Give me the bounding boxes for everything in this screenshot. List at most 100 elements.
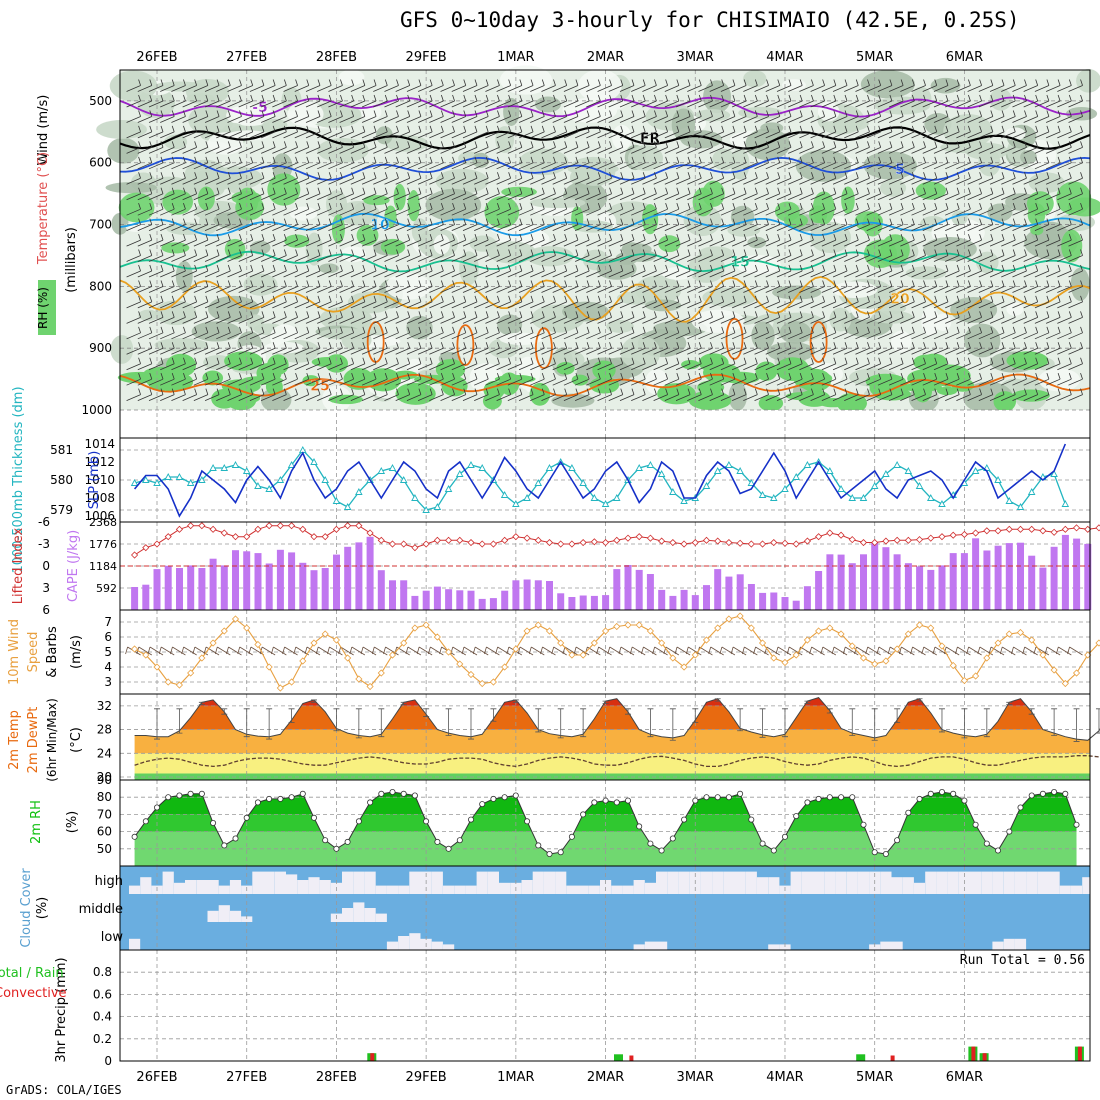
- wind-barb: [608, 110, 624, 123]
- cloud-clear-cell: [443, 885, 455, 894]
- cape-bar: [333, 554, 340, 610]
- wind-barb: [743, 295, 758, 309]
- wind-barb: [720, 357, 736, 371]
- wind-barb: [765, 342, 781, 355]
- wind-barb: [148, 94, 164, 108]
- wind-barb: [440, 373, 455, 386]
- thickness-point: [590, 494, 599, 501]
- rh-shade: [105, 182, 158, 194]
- wind-barb: [788, 172, 803, 185]
- wind-barb: [451, 373, 467, 386]
- wind-barb: [608, 156, 624, 170]
- wind-barb: [1045, 156, 1061, 170]
- wind-barb: [619, 280, 635, 293]
- wind-barb: [765, 326, 781, 340]
- thickness-point: [613, 494, 621, 501]
- wind-barb: [485, 388, 500, 402]
- lifted-point: [545, 538, 554, 547]
- wind-barb: [417, 125, 433, 139]
- cloud-axis-label: Cloud Cover: [19, 868, 34, 948]
- cloud-clear-cell: [129, 938, 141, 950]
- wind-barb: [922, 357, 938, 371]
- wind-barb: [832, 295, 848, 309]
- wind-barb: [238, 94, 254, 108]
- wind-barb: [619, 187, 635, 201]
- wind-barb: [148, 125, 164, 139]
- wind-barb: [395, 311, 411, 324]
- wind-barb: [978, 187, 994, 201]
- wind-barb: [900, 94, 915, 108]
- wind-barb: [956, 156, 971, 170]
- cloud-clear-cell: [1059, 885, 1071, 894]
- wind-barb: [1045, 357, 1061, 371]
- wind10-point: [288, 678, 296, 686]
- wind-barb: [507, 110, 523, 123]
- wind-barb: [989, 218, 1005, 232]
- wind-barb: [417, 388, 433, 402]
- wind-barb: [272, 388, 287, 402]
- thickness-point: [736, 467, 744, 474]
- lifted-point: [758, 540, 767, 548]
- wind-barb: [608, 326, 624, 340]
- wind-barb: [698, 125, 713, 139]
- cloud-clear-cell: [970, 871, 982, 894]
- cape-bar: [994, 545, 1002, 610]
- wind-barb: [160, 326, 175, 340]
- wind10-barb: [170, 646, 186, 656]
- lifted-point: [882, 537, 890, 545]
- wind-barb: [137, 249, 153, 262]
- wind-barb: [888, 264, 904, 278]
- wind-barb: [1045, 218, 1061, 232]
- wind10-point: [164, 678, 172, 686]
- cloud-clear-cell: [129, 885, 141, 894]
- wind-barb: [900, 342, 915, 355]
- wind-barb: [653, 156, 669, 170]
- wind-barb: [328, 295, 343, 309]
- wind-barb: [866, 94, 882, 108]
- wind-barb: [339, 94, 355, 108]
- wind10-barb: [327, 646, 343, 656]
- wind-barb: [574, 342, 590, 355]
- wind-barb: [294, 218, 310, 232]
- wind-barb: [507, 233, 523, 247]
- wind-barb: [361, 233, 377, 247]
- wind-barb: [709, 187, 725, 201]
- wind-barb: [956, 203, 971, 216]
- precip-total-label: Total / Rain: [0, 966, 64, 981]
- wind-barb: [866, 249, 882, 262]
- wind-barb: [900, 295, 915, 309]
- wind-barb: [743, 388, 758, 402]
- cloud-clear-cell: [398, 885, 410, 894]
- cape-bar: [534, 580, 542, 610]
- wind-barb: [866, 311, 882, 324]
- wind-barb: [451, 264, 467, 278]
- wind-barb: [810, 233, 826, 247]
- wind-barb: [776, 311, 792, 324]
- wind-barb: [821, 172, 837, 185]
- wind-barb: [844, 388, 859, 402]
- wind10-point: [915, 621, 924, 629]
- thickness-point: [568, 464, 576, 471]
- wind-barb: [754, 249, 769, 262]
- wind10-point: [422, 621, 430, 629]
- wind-barb: [171, 295, 186, 309]
- wind-barb: [137, 125, 153, 139]
- lifted-point: [792, 540, 800, 548]
- wind-barb: [720, 249, 736, 262]
- wind-barb: [855, 110, 870, 123]
- wind-barb: [574, 110, 590, 123]
- wind-barb: [518, 342, 534, 355]
- cloud-clear-cell: [218, 905, 230, 922]
- wind-barb: [171, 280, 186, 293]
- rh-shade: [751, 321, 775, 351]
- lifted-point: [187, 522, 195, 530]
- slp-tick-label: 1010: [84, 473, 115, 487]
- wind-barb: [373, 156, 388, 170]
- temp-minmax-bar: [490, 708, 497, 722]
- cape-bar: [467, 590, 475, 610]
- wind-barb: [462, 249, 478, 262]
- wind-barb: [417, 233, 433, 247]
- wind-barb: [328, 326, 343, 340]
- lifted-point: [927, 534, 935, 542]
- day-label-top: 3MAR: [677, 50, 714, 65]
